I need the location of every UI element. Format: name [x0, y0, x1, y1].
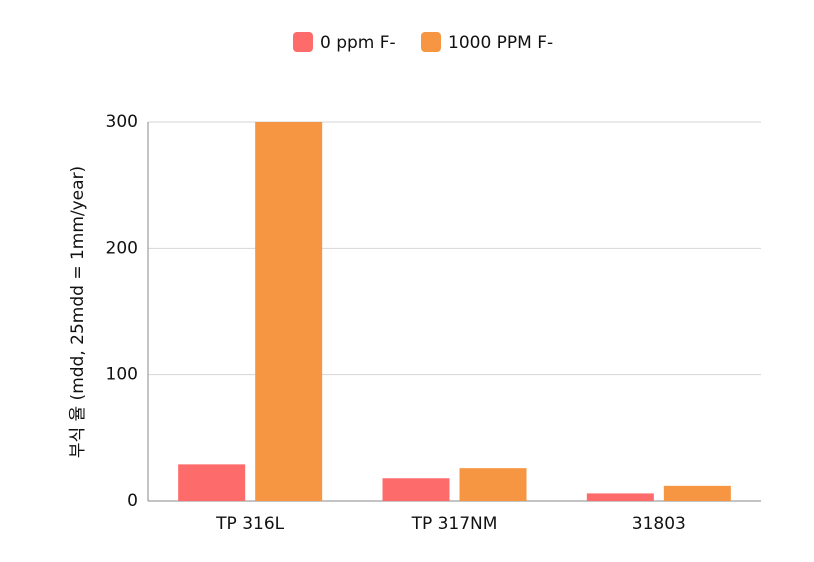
legend-swatch	[293, 32, 313, 52]
legend-label: 0 ppm F-	[320, 33, 396, 53]
bar	[382, 478, 450, 501]
y-tick-label: 300	[106, 112, 138, 132]
bar	[586, 493, 654, 501]
x-tick-label: TP 316L	[215, 514, 284, 534]
y-tick-label: 100	[106, 365, 138, 385]
y-tick-label: 200	[106, 238, 138, 258]
legend-swatch	[421, 32, 441, 52]
bar	[459, 468, 527, 501]
bar	[255, 122, 323, 501]
bar	[178, 464, 246, 501]
y-axis-label: 부식 율 (mdd, 25mdd = 1mm/year)	[68, 166, 88, 458]
legend-label: 1000 PPM F-	[448, 33, 553, 53]
x-tick-label: 31803	[632, 514, 686, 534]
x-tick-label: TP 317NM	[411, 514, 498, 534]
y-tick-label: 0	[127, 491, 138, 511]
bar	[663, 485, 731, 501]
